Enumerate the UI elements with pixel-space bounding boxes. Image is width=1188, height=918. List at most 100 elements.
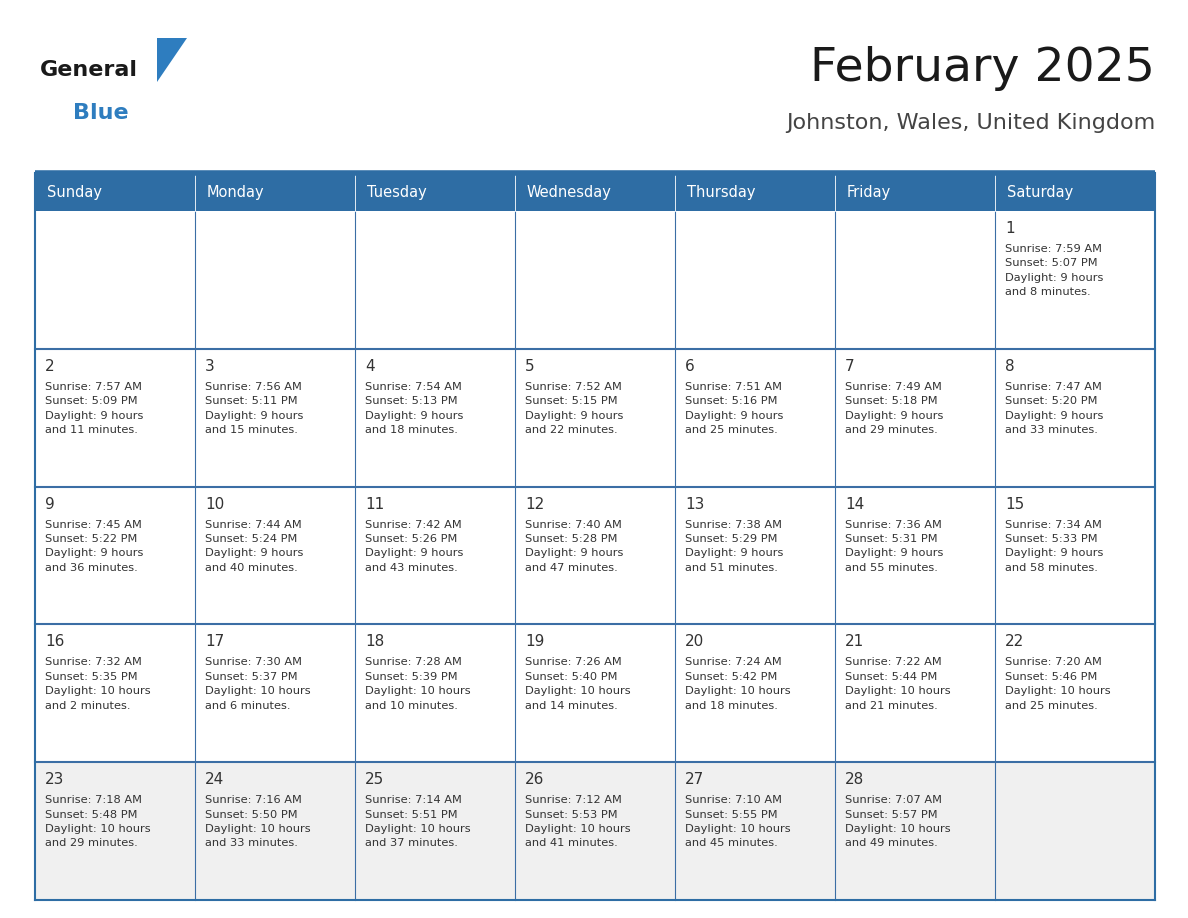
Text: Sunrise: 7:44 AM
Sunset: 5:24 PM
Daylight: 9 hours
and 40 minutes.: Sunrise: 7:44 AM Sunset: 5:24 PM Dayligh…: [206, 520, 303, 573]
Text: 24: 24: [206, 772, 225, 788]
Text: Sunrise: 7:36 AM
Sunset: 5:31 PM
Daylight: 9 hours
and 55 minutes.: Sunrise: 7:36 AM Sunset: 5:31 PM Dayligh…: [845, 520, 943, 573]
Text: 14: 14: [845, 497, 864, 511]
Text: Sunrise: 7:24 AM
Sunset: 5:42 PM
Daylight: 10 hours
and 18 minutes.: Sunrise: 7:24 AM Sunset: 5:42 PM Dayligh…: [685, 657, 791, 711]
Bar: [996, 487, 1155, 624]
Bar: [835, 173, 996, 211]
Bar: [675, 762, 835, 900]
Bar: [34, 762, 195, 900]
Text: 17: 17: [206, 634, 225, 649]
Text: Sunrise: 7:38 AM
Sunset: 5:29 PM
Daylight: 9 hours
and 51 minutes.: Sunrise: 7:38 AM Sunset: 5:29 PM Dayligh…: [685, 520, 783, 573]
Text: 15: 15: [1005, 497, 1024, 511]
Bar: [34, 349, 195, 487]
Bar: [516, 211, 675, 349]
Text: Sunrise: 7:07 AM
Sunset: 5:57 PM
Daylight: 10 hours
and 49 minutes.: Sunrise: 7:07 AM Sunset: 5:57 PM Dayligh…: [845, 795, 950, 848]
Text: Sunrise: 7:28 AM
Sunset: 5:39 PM
Daylight: 10 hours
and 10 minutes.: Sunrise: 7:28 AM Sunset: 5:39 PM Dayligh…: [365, 657, 470, 711]
Text: Sunrise: 7:40 AM
Sunset: 5:28 PM
Daylight: 9 hours
and 47 minutes.: Sunrise: 7:40 AM Sunset: 5:28 PM Dayligh…: [525, 520, 624, 573]
Bar: [355, 487, 516, 624]
Text: Johnston, Wales, United Kingdom: Johnston, Wales, United Kingdom: [785, 113, 1155, 133]
Text: Sunrise: 7:49 AM
Sunset: 5:18 PM
Daylight: 9 hours
and 29 minutes.: Sunrise: 7:49 AM Sunset: 5:18 PM Dayligh…: [845, 382, 943, 435]
Bar: [34, 624, 195, 762]
Bar: [355, 173, 516, 211]
Text: 6: 6: [685, 359, 695, 374]
Bar: [675, 349, 835, 487]
Text: 22: 22: [1005, 634, 1024, 649]
Bar: [195, 173, 355, 211]
Text: Sunrise: 7:18 AM
Sunset: 5:48 PM
Daylight: 10 hours
and 29 minutes.: Sunrise: 7:18 AM Sunset: 5:48 PM Dayligh…: [45, 795, 151, 848]
Text: 4: 4: [365, 359, 374, 374]
Text: Sunrise: 7:45 AM
Sunset: 5:22 PM
Daylight: 9 hours
and 36 minutes.: Sunrise: 7:45 AM Sunset: 5:22 PM Dayligh…: [45, 520, 144, 573]
Text: Sunrise: 7:22 AM
Sunset: 5:44 PM
Daylight: 10 hours
and 21 minutes.: Sunrise: 7:22 AM Sunset: 5:44 PM Dayligh…: [845, 657, 950, 711]
Text: 18: 18: [365, 634, 384, 649]
Bar: [516, 487, 675, 624]
Text: 11: 11: [365, 497, 384, 511]
Text: Sunrise: 7:32 AM
Sunset: 5:35 PM
Daylight: 10 hours
and 2 minutes.: Sunrise: 7:32 AM Sunset: 5:35 PM Dayligh…: [45, 657, 151, 711]
Bar: [516, 173, 675, 211]
Bar: [996, 211, 1155, 349]
Text: Sunrise: 7:59 AM
Sunset: 5:07 PM
Daylight: 9 hours
and 8 minutes.: Sunrise: 7:59 AM Sunset: 5:07 PM Dayligh…: [1005, 244, 1104, 297]
Text: Sunrise: 7:56 AM
Sunset: 5:11 PM
Daylight: 9 hours
and 15 minutes.: Sunrise: 7:56 AM Sunset: 5:11 PM Dayligh…: [206, 382, 303, 435]
Bar: [195, 349, 355, 487]
Text: Sunrise: 7:57 AM
Sunset: 5:09 PM
Daylight: 9 hours
and 11 minutes.: Sunrise: 7:57 AM Sunset: 5:09 PM Dayligh…: [45, 382, 144, 435]
Bar: [675, 624, 835, 762]
Text: 21: 21: [845, 634, 864, 649]
Text: Blue: Blue: [72, 103, 128, 123]
Bar: [996, 173, 1155, 211]
Text: Sunrise: 7:26 AM
Sunset: 5:40 PM
Daylight: 10 hours
and 14 minutes.: Sunrise: 7:26 AM Sunset: 5:40 PM Dayligh…: [525, 657, 631, 711]
Text: 23: 23: [45, 772, 64, 788]
Text: Sunrise: 7:52 AM
Sunset: 5:15 PM
Daylight: 9 hours
and 22 minutes.: Sunrise: 7:52 AM Sunset: 5:15 PM Dayligh…: [525, 382, 624, 435]
Bar: [34, 173, 195, 211]
Bar: [835, 762, 996, 900]
Text: Sunrise: 7:20 AM
Sunset: 5:46 PM
Daylight: 10 hours
and 25 minutes.: Sunrise: 7:20 AM Sunset: 5:46 PM Dayligh…: [1005, 657, 1111, 711]
Text: Thursday: Thursday: [687, 185, 756, 199]
Bar: [355, 624, 516, 762]
Bar: [355, 349, 516, 487]
Text: 26: 26: [525, 772, 544, 788]
Bar: [996, 624, 1155, 762]
Text: 19: 19: [525, 634, 544, 649]
Text: 13: 13: [685, 497, 704, 511]
Bar: [675, 211, 835, 349]
Bar: [996, 349, 1155, 487]
Text: Sunrise: 7:34 AM
Sunset: 5:33 PM
Daylight: 9 hours
and 58 minutes.: Sunrise: 7:34 AM Sunset: 5:33 PM Dayligh…: [1005, 520, 1104, 573]
Text: Sunrise: 7:51 AM
Sunset: 5:16 PM
Daylight: 9 hours
and 25 minutes.: Sunrise: 7:51 AM Sunset: 5:16 PM Dayligh…: [685, 382, 783, 435]
Text: 8: 8: [1005, 359, 1015, 374]
Text: Sunrise: 7:42 AM
Sunset: 5:26 PM
Daylight: 9 hours
and 43 minutes.: Sunrise: 7:42 AM Sunset: 5:26 PM Dayligh…: [365, 520, 463, 573]
Text: 1: 1: [1005, 221, 1015, 236]
Text: 5: 5: [525, 359, 535, 374]
Text: 7: 7: [845, 359, 854, 374]
Bar: [195, 487, 355, 624]
Text: Wednesday: Wednesday: [527, 185, 612, 199]
Bar: [675, 173, 835, 211]
Bar: [996, 762, 1155, 900]
Bar: [835, 624, 996, 762]
Bar: [355, 762, 516, 900]
Text: Sunrise: 7:12 AM
Sunset: 5:53 PM
Daylight: 10 hours
and 41 minutes.: Sunrise: 7:12 AM Sunset: 5:53 PM Dayligh…: [525, 795, 631, 848]
Bar: [516, 349, 675, 487]
Bar: [835, 349, 996, 487]
Text: Sunday: Sunday: [48, 185, 102, 199]
Bar: [835, 211, 996, 349]
Polygon shape: [157, 38, 187, 82]
Text: Sunrise: 7:10 AM
Sunset: 5:55 PM
Daylight: 10 hours
and 45 minutes.: Sunrise: 7:10 AM Sunset: 5:55 PM Dayligh…: [685, 795, 791, 848]
Bar: [195, 762, 355, 900]
Text: Sunrise: 7:14 AM
Sunset: 5:51 PM
Daylight: 10 hours
and 37 minutes.: Sunrise: 7:14 AM Sunset: 5:51 PM Dayligh…: [365, 795, 470, 848]
Text: 3: 3: [206, 359, 215, 374]
Bar: [195, 624, 355, 762]
Text: 10: 10: [206, 497, 225, 511]
Text: General: General: [40, 60, 138, 80]
Text: 25: 25: [365, 772, 384, 788]
Text: Friday: Friday: [847, 185, 891, 199]
Text: Sunrise: 7:30 AM
Sunset: 5:37 PM
Daylight: 10 hours
and 6 minutes.: Sunrise: 7:30 AM Sunset: 5:37 PM Dayligh…: [206, 657, 310, 711]
Text: Sunrise: 7:16 AM
Sunset: 5:50 PM
Daylight: 10 hours
and 33 minutes.: Sunrise: 7:16 AM Sunset: 5:50 PM Dayligh…: [206, 795, 310, 848]
Bar: [675, 487, 835, 624]
Text: Saturday: Saturday: [1007, 185, 1073, 199]
Bar: [195, 211, 355, 349]
Bar: [355, 211, 516, 349]
Text: 27: 27: [685, 772, 704, 788]
Text: Tuesday: Tuesday: [367, 185, 426, 199]
Text: 2: 2: [45, 359, 55, 374]
Text: Monday: Monday: [207, 185, 265, 199]
Bar: [835, 487, 996, 624]
Text: 12: 12: [525, 497, 544, 511]
Bar: [516, 624, 675, 762]
